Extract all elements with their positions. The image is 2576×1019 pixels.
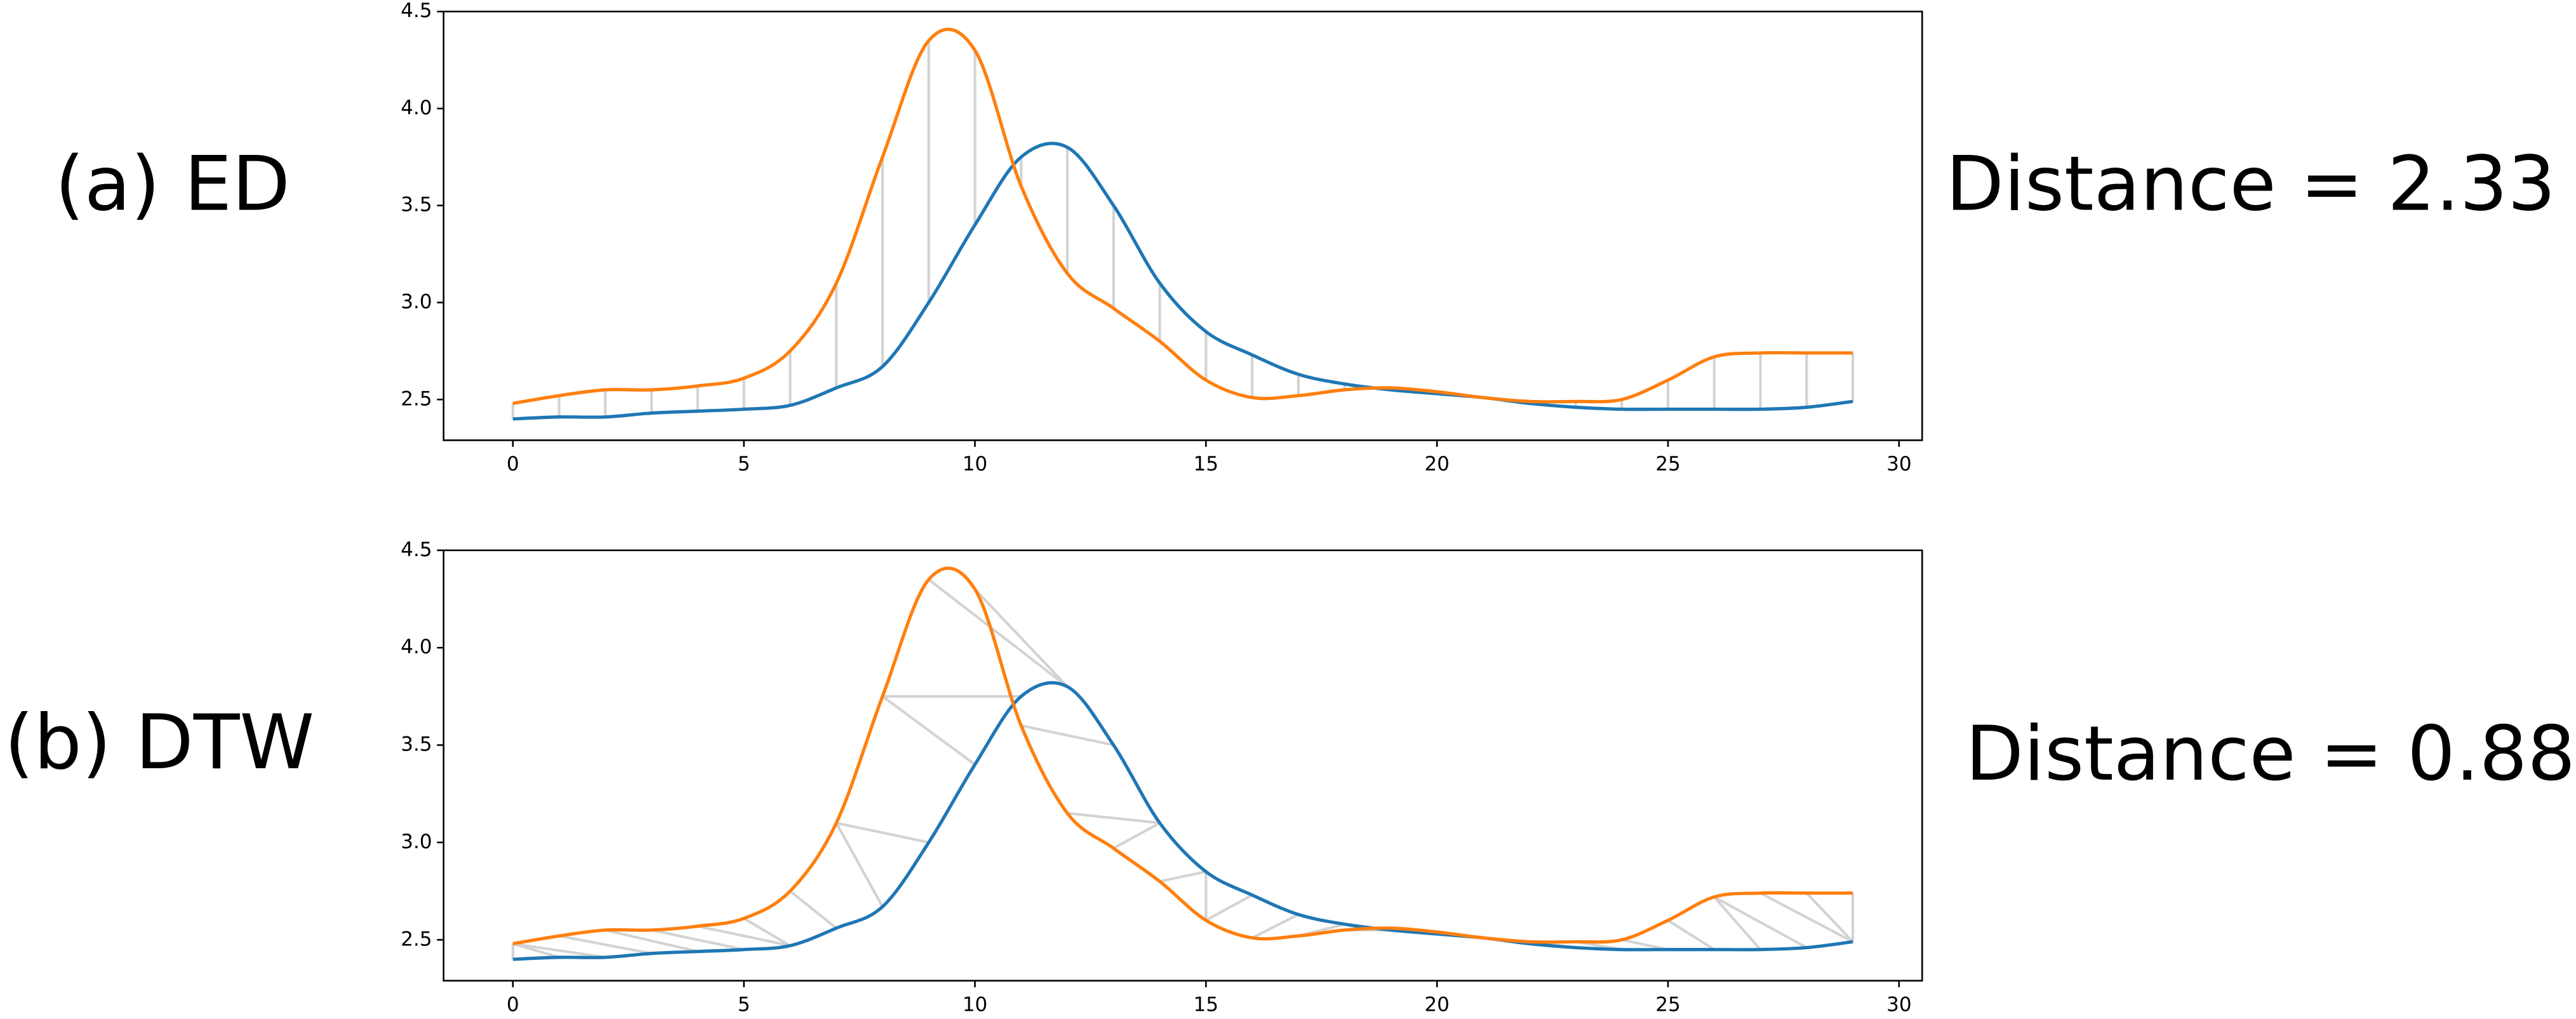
x-tick-label: 5 bbox=[738, 993, 751, 1016]
alignment-line bbox=[697, 924, 791, 947]
alignment-line bbox=[1251, 913, 1299, 940]
alignment-line bbox=[743, 917, 791, 947]
y-tick-label: 3.5 bbox=[401, 194, 432, 216]
y-tick-label: 4.0 bbox=[401, 97, 432, 119]
x-tick-label: 10 bbox=[963, 453, 988, 476]
alignment-line bbox=[1713, 895, 1808, 949]
distance-annotation: Distance = 2.33 bbox=[1945, 140, 2556, 228]
alignment-line bbox=[512, 942, 606, 959]
panel-label: (b) DTW bbox=[4, 699, 314, 787]
y-tick-label: 4.0 bbox=[401, 636, 432, 658]
y-tick-label: 2.5 bbox=[401, 928, 432, 950]
x-tick-label: 15 bbox=[1194, 453, 1219, 476]
x-tick-label: 5 bbox=[738, 453, 751, 476]
y-tick-label: 3.0 bbox=[401, 830, 432, 853]
alignment-line bbox=[1112, 822, 1161, 849]
alignment-line bbox=[604, 928, 698, 953]
alignment-line bbox=[1667, 919, 1715, 951]
alignment-line bbox=[789, 889, 838, 929]
x-tick-label: 0 bbox=[507, 993, 519, 1016]
x-tick-label: 30 bbox=[1886, 453, 1912, 476]
alignment-line bbox=[836, 822, 930, 844]
x-tick-label: 10 bbox=[963, 993, 988, 1016]
y-tick-label: 3.0 bbox=[401, 290, 432, 313]
x-tick-label: 15 bbox=[1194, 993, 1219, 1016]
alignment-line bbox=[835, 822, 884, 908]
series-line bbox=[512, 27, 1853, 405]
alignment-line bbox=[1759, 891, 1854, 943]
alignment-line bbox=[1020, 724, 1114, 747]
x-tick-label: 30 bbox=[1886, 993, 1912, 1016]
y-tick-label: 4.5 bbox=[401, 538, 432, 561]
series-line bbox=[512, 566, 1853, 945]
y-tick-label: 2.5 bbox=[401, 387, 432, 410]
alignment-line bbox=[1159, 870, 1206, 883]
y-tick-label: 4.5 bbox=[401, 0, 432, 22]
alignment-line bbox=[1205, 893, 1253, 922]
alignment-line bbox=[559, 935, 652, 955]
series-line bbox=[512, 142, 1853, 421]
x-tick-label: 0 bbox=[507, 453, 519, 476]
x-tick-label: 25 bbox=[1655, 993, 1681, 1016]
y-tick-label: 3.5 bbox=[401, 733, 432, 756]
alignment-line bbox=[973, 588, 1069, 688]
alignment-line bbox=[928, 578, 1069, 688]
plot-frame bbox=[443, 10, 1923, 441]
plot-frame bbox=[443, 549, 1923, 982]
series-line bbox=[512, 681, 1853, 961]
x-tick-label: 20 bbox=[1424, 993, 1450, 1016]
alignment-line bbox=[1621, 938, 1669, 951]
alignment-line bbox=[1805, 892, 1854, 943]
x-tick-label: 25 bbox=[1655, 453, 1681, 476]
panel-label: (a) ED bbox=[55, 140, 290, 228]
alignment-line bbox=[1713, 896, 1762, 950]
alignment-line bbox=[1067, 811, 1160, 825]
alignment-line bbox=[881, 695, 976, 766]
distance-annotation: Distance = 0.88 bbox=[1965, 710, 2575, 798]
x-tick-label: 20 bbox=[1424, 453, 1450, 476]
alignment-line bbox=[651, 928, 745, 951]
